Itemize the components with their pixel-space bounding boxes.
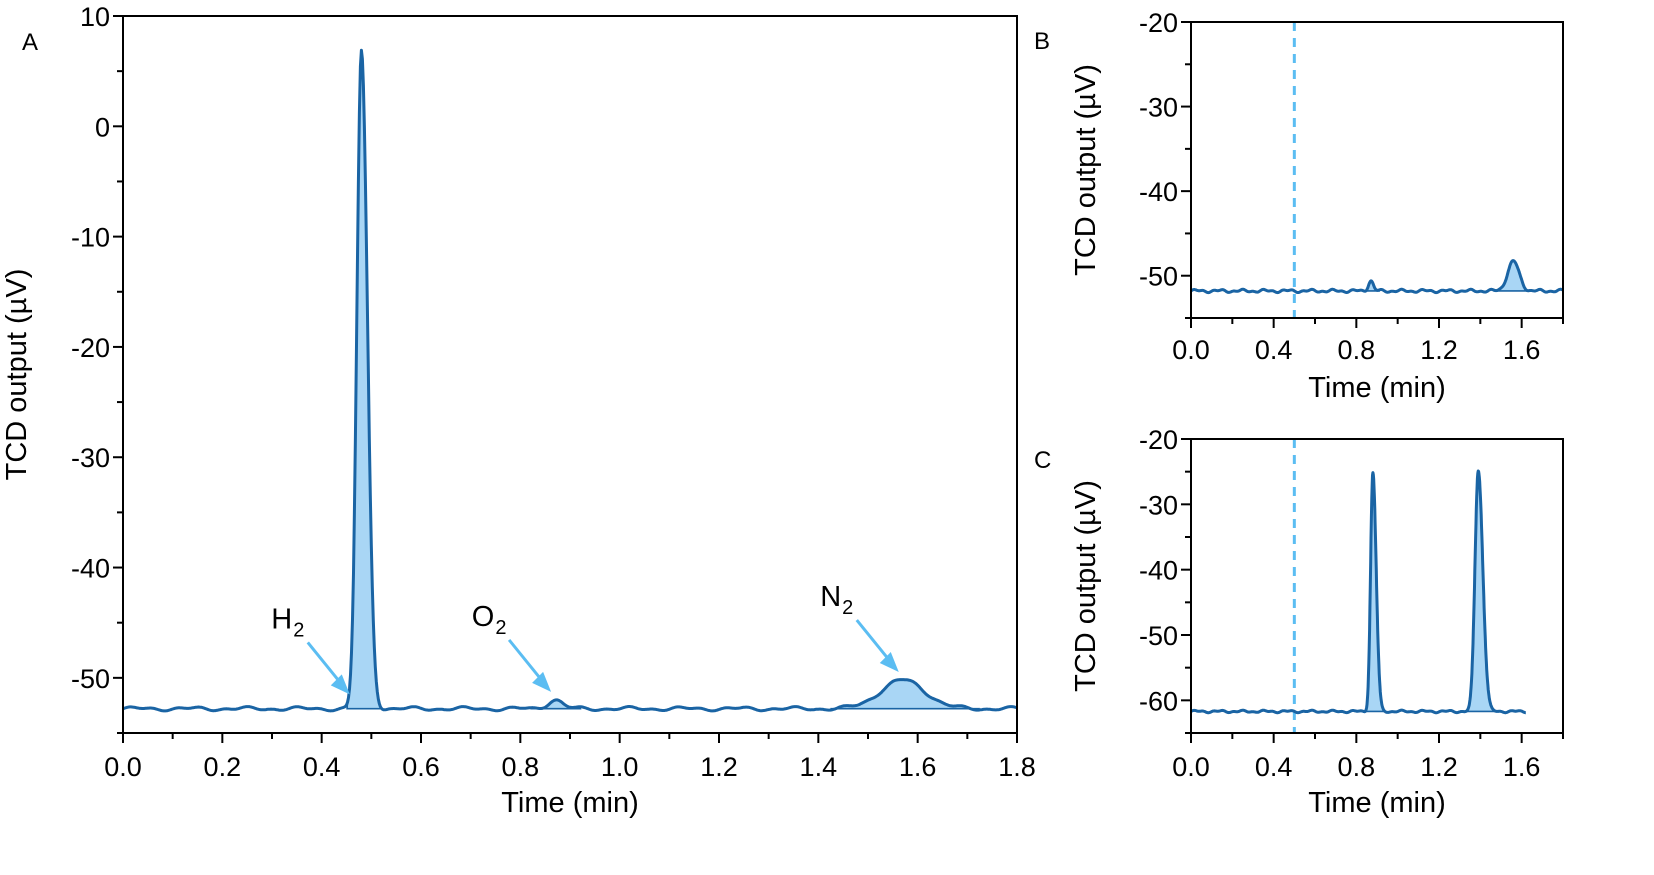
- x-tick-label: 0.2: [204, 752, 242, 782]
- signal-line: [1189, 469, 1527, 715]
- x-tick-label: 1.4: [800, 752, 838, 782]
- peak-annotation-label: N2: [820, 581, 853, 619]
- x-tick-label: 0.8: [502, 752, 540, 782]
- x-tick-label: 0.0: [1172, 335, 1210, 365]
- x-tick-label: 1.2: [700, 752, 738, 782]
- y-tick-label: 10: [80, 2, 110, 32]
- x-axis-label: Time (min): [501, 787, 638, 819]
- x-axis-label: Time (min): [1308, 787, 1445, 819]
- y-tick-label: -20: [1139, 8, 1178, 38]
- x-tick-label: 1.6: [899, 752, 937, 782]
- peak-annotation-subscript: 2: [495, 617, 506, 639]
- signal-line: [122, 48, 1018, 713]
- annotation-arrowhead: [879, 652, 899, 673]
- x-tick-label: 0.4: [1255, 752, 1293, 782]
- x-tick-label: 0.6: [402, 752, 440, 782]
- plot-frame: [1190, 438, 1564, 734]
- signal-line: [1189, 259, 1565, 295]
- y-tick-label: -40: [71, 554, 110, 584]
- y-tick-label: -20: [71, 333, 110, 363]
- y-axis-label: TCD output (µV): [1, 269, 33, 481]
- y-tick-label: -30: [71, 443, 110, 473]
- annotation-arrow-line: [306, 641, 343, 686]
- y-tick-label: 0: [95, 112, 110, 142]
- y-axis-label: TCD output (µV): [1070, 480, 1102, 692]
- plot-frame: [1190, 21, 1564, 319]
- x-tick-label: 1.2: [1420, 752, 1458, 782]
- panel-b: 0.0 0.4 0.8 1.2 1.6 -20 -30 -40 -50 Time (min) TCD…: [1034, 8, 1565, 404]
- annotation-arrowhead: [330, 674, 350, 695]
- panel-letter: B: [1034, 28, 1050, 55]
- plot-frame: [122, 15, 1018, 734]
- x-axis-label: Time (min): [1308, 372, 1445, 404]
- x-tick-label: 0.4: [303, 752, 341, 782]
- x-tick-label: 1.2: [1420, 335, 1458, 365]
- x-tick-label: 0.4: [1255, 335, 1293, 365]
- y-tick-label: -30: [1139, 490, 1178, 520]
- annotation-arrow-line: [507, 638, 545, 683]
- y-tick-label: -50: [1139, 262, 1178, 292]
- panel-a: 0.0 0.2 0.4 0.6 0.8 1.0 1.2 1.4 1.6 1.8 10 0 -10 -20 -…: [1, 2, 1036, 819]
- peak-annotation-subscript: 2: [293, 619, 304, 641]
- x-tick-label: 0.8: [1338, 752, 1376, 782]
- peak-annotation-label: H2: [271, 603, 304, 641]
- x-tick-label: 1.6: [1503, 335, 1541, 365]
- y-tick-label: -60: [1139, 686, 1178, 716]
- panel-c: 0.0 0.4 0.8 1.2 1.6 -20 -30 -40 -50 -60 Time (min)…: [1034, 425, 1564, 819]
- x-tick-label: 0.0: [104, 752, 142, 782]
- peak-annotation-label: O2: [472, 601, 507, 639]
- x-tick-label: 0.8: [1338, 335, 1376, 365]
- y-axis-label: TCD output (µV): [1070, 64, 1102, 276]
- panel-letter: C: [1034, 447, 1051, 474]
- panel-letter: A: [22, 29, 38, 56]
- x-tick-label: 1.6: [1503, 752, 1541, 782]
- x-tick-label: 1.8: [998, 752, 1036, 782]
- y-tick-label: -20: [1139, 425, 1178, 455]
- y-tick-label: -50: [1139, 621, 1178, 651]
- x-tick-label: 1.0: [601, 752, 639, 782]
- peak-annotation-subscript: 2: [842, 597, 853, 619]
- y-tick-label: -30: [1139, 93, 1178, 123]
- y-tick-label: -40: [1139, 556, 1178, 586]
- annotation-arrowhead: [532, 671, 552, 692]
- y-tick-label: -10: [71, 223, 110, 253]
- annotation-arrow-line: [855, 619, 892, 663]
- y-tick-label: -50: [71, 664, 110, 694]
- x-tick-label: 0.0: [1172, 752, 1210, 782]
- y-tick-label: -40: [1139, 177, 1178, 207]
